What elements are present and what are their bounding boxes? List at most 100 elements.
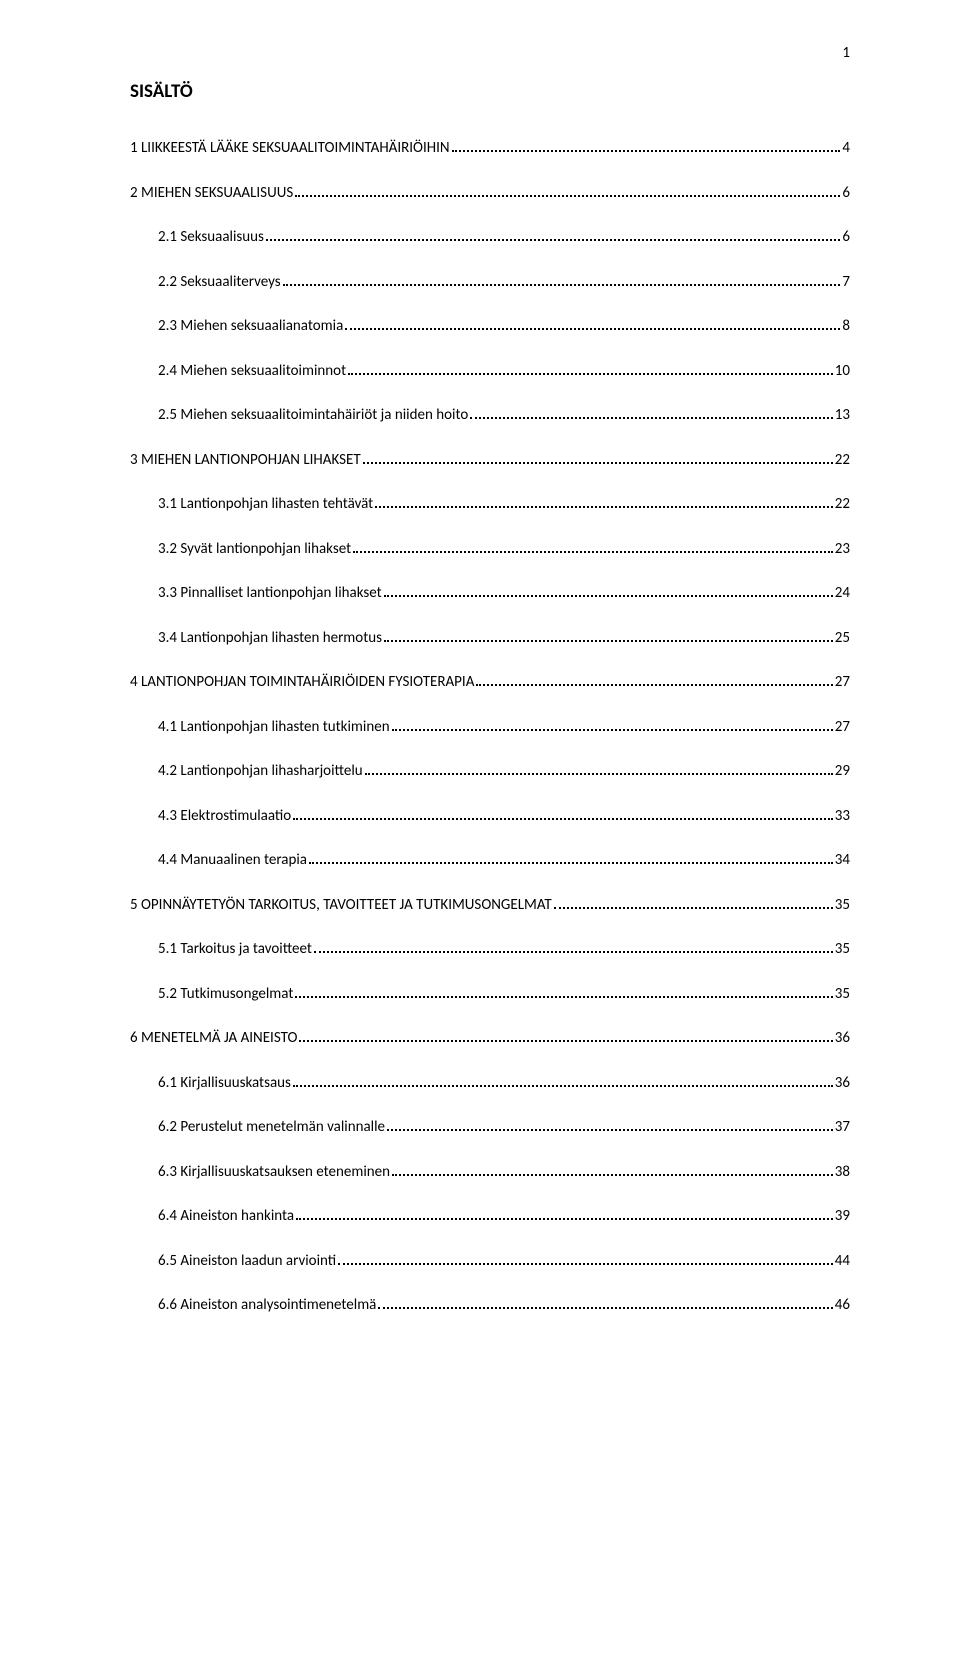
toc-leader-dots: [353, 551, 833, 553]
toc-entry-label: 6.5 Aineiston laadun arviointi: [158, 1252, 336, 1272]
toc-row: 6.5 Aineiston laadun arviointi 44: [158, 1252, 850, 1272]
toc-entry-page: 34: [835, 851, 850, 871]
toc-row: 6.3 Kirjallisuuskatsauksen eteneminen 38: [158, 1163, 850, 1183]
toc-leader-dots: [299, 1040, 832, 1042]
toc-leader-dots: [392, 729, 833, 731]
toc-entry-label: 5.1 Tarkoitus ja tavoitteet: [158, 940, 312, 960]
toc-entry-label: 3 MIEHEN LANTIONPOHJAN LIHAKSET: [130, 451, 361, 471]
doc-title: SISÄLTÖ: [130, 80, 850, 103]
toc-entry-label: 6.2 Perustelut menetelmän valinnalle: [158, 1118, 385, 1138]
toc-entry-page: 13: [835, 406, 850, 426]
toc-row: 3 MIEHEN LANTIONPOHJAN LIHAKSET 22: [130, 451, 850, 471]
toc-leader-dots: [476, 684, 832, 686]
toc-row: 3.3 Pinnalliset lantionpohjan lihakset 24: [158, 584, 850, 604]
toc-entry-label: 2.3 Miehen seksuaalianatomia: [158, 317, 343, 337]
toc-entry-page: 33: [835, 807, 850, 827]
table-of-contents: 1 LIIKKEESTÄ LÄÄKE SEKSUAALITOIMINTAHÄIR…: [130, 139, 850, 1316]
toc-leader-dots: [283, 284, 841, 286]
toc-row: 3.2 Syvät lantionpohjan lihakset 23: [158, 540, 850, 560]
toc-leader-dots: [345, 328, 840, 330]
toc-entry-label: 5 OPINNÄYTETYÖN TARKOITUS, TAVOITTEET JA…: [130, 896, 552, 916]
toc-entry-page: 44: [835, 1252, 850, 1272]
page-number: 1: [842, 44, 850, 62]
toc-entry-label: 5.2 Tutkimusongelmat: [158, 985, 293, 1005]
toc-leader-dots: [295, 996, 832, 998]
toc-leader-dots: [296, 1218, 833, 1220]
toc-entry-label: 4.1 Lantionpohjan lihasten tutkiminen: [158, 718, 390, 738]
toc-leader-dots: [293, 818, 833, 820]
toc-entry-page: 22: [835, 451, 850, 471]
toc-row: 2.1 Seksuaalisuus6: [158, 228, 850, 248]
toc-leader-dots: [314, 951, 833, 953]
toc-entry-page: 36: [835, 1029, 850, 1049]
toc-entry-page: 39: [835, 1207, 850, 1227]
toc-entry-label: 3.3 Pinnalliset lantionpohjan lihakset: [158, 584, 382, 604]
toc-entry-page: 35: [835, 940, 850, 960]
toc-leader-dots: [309, 862, 833, 864]
toc-entry-page: 46: [835, 1296, 850, 1316]
toc-leader-dots: [293, 1085, 833, 1087]
toc-row: 5.2 Tutkimusongelmat 35: [158, 985, 850, 1005]
toc-leader-dots: [266, 239, 840, 241]
toc-row: 6 MENETELMÄ JA AINEISTO 36: [130, 1029, 850, 1049]
toc-entry-page: 7: [842, 273, 850, 293]
toc-leader-dots: [384, 595, 833, 597]
toc-entry-page: 38: [835, 1163, 850, 1183]
toc-entry-page: 22: [835, 495, 850, 515]
toc-leader-dots: [348, 373, 833, 375]
toc-entry-page: 27: [835, 718, 850, 738]
toc-leader-dots: [363, 462, 833, 464]
toc-entry-label: 3.4 Lantionpohjan lihasten hermotus: [158, 629, 382, 649]
toc-row: 6.1 Kirjallisuuskatsaus 36: [158, 1074, 850, 1094]
toc-leader-dots: [375, 506, 833, 508]
toc-row: 2 MIEHEN SEKSUAALISUUS 6: [130, 184, 850, 204]
toc-row: 6.4 Aineiston hankinta 39: [158, 1207, 850, 1227]
toc-row: 6.2 Perustelut menetelmän valinnalle37: [158, 1118, 850, 1138]
toc-entry-label: 2.5 Miehen seksuaalitoimintahäiriöt ja n…: [158, 406, 468, 426]
toc-entry-page: 29: [835, 762, 850, 782]
toc-leader-dots: [452, 150, 841, 152]
toc-entry-label: 6.4 Aineiston hankinta: [158, 1207, 294, 1227]
toc-leader-dots: [470, 417, 833, 419]
toc-entry-label: 3.1 Lantionpohjan lihasten tehtävät: [158, 495, 373, 515]
toc-entry-label: 2.1 Seksuaalisuus: [158, 228, 264, 248]
toc-entry-page: 10: [835, 362, 850, 382]
toc-entry-label: 4.3 Elektrostimulaatio: [158, 807, 291, 827]
toc-entry-page: 36: [835, 1074, 850, 1094]
toc-row: 5.1 Tarkoitus ja tavoitteet 35: [158, 940, 850, 960]
toc-entry-label: 6.3 Kirjallisuuskatsauksen eteneminen: [158, 1163, 390, 1183]
toc-entry-page: 23: [835, 540, 850, 560]
toc-entry-page: 35: [835, 985, 850, 1005]
toc-entry-label: 6.1 Kirjallisuuskatsaus: [158, 1074, 291, 1094]
toc-row: 3.4 Lantionpohjan lihasten hermotus25: [158, 629, 850, 649]
toc-row: 6.6 Aineiston analysointimenetelmä 46: [158, 1296, 850, 1316]
toc-entry-label: 4.2 Lantionpohjan lihasharjoittelu: [158, 762, 363, 782]
toc-entry-page: 4: [842, 139, 850, 159]
toc-leader-dots: [384, 640, 833, 642]
toc-row: 4.4 Manuaalinen terapia 34: [158, 851, 850, 871]
toc-leader-dots: [378, 1307, 832, 1309]
toc-row: 4.1 Lantionpohjan lihasten tutkiminen 27: [158, 718, 850, 738]
toc-leader-dots: [295, 195, 840, 197]
toc-entry-page: 27: [835, 673, 850, 693]
toc-row: 3.1 Lantionpohjan lihasten tehtävät 22: [158, 495, 850, 515]
toc-row: 2.2 Seksuaaliterveys 7: [158, 273, 850, 293]
toc-entry-page: 6: [842, 184, 850, 204]
toc-entry-label: 2.2 Seksuaaliterveys: [158, 273, 281, 293]
toc-entry-label: 6.6 Aineiston analysointimenetelmä: [158, 1296, 376, 1316]
toc-row: 1 LIIKKEESTÄ LÄÄKE SEKSUAALITOIMINTAHÄIR…: [130, 139, 850, 159]
toc-row: 4.3 Elektrostimulaatio 33: [158, 807, 850, 827]
toc-entry-label: 2 MIEHEN SEKSUAALISUUS: [130, 184, 293, 204]
toc-leader-dots: [392, 1174, 833, 1176]
toc-entry-label: 4.4 Manuaalinen terapia: [158, 851, 307, 871]
toc-leader-dots: [554, 907, 833, 909]
toc-leader-dots: [338, 1263, 833, 1265]
toc-leader-dots: [387, 1129, 833, 1131]
toc-entry-page: 24: [835, 584, 850, 604]
toc-row: 5 OPINNÄYTETYÖN TARKOITUS, TAVOITTEET JA…: [130, 896, 850, 916]
toc-entry-label: 3.2 Syvät lantionpohjan lihakset: [158, 540, 351, 560]
toc-row: 4.2 Lantionpohjan lihasharjoittelu 29: [158, 762, 850, 782]
toc-entry-label: 6 MENETELMÄ JA AINEISTO: [130, 1029, 297, 1049]
toc-entry-page: 8: [842, 317, 850, 337]
toc-entry-label: 1 LIIKKEESTÄ LÄÄKE SEKSUAALITOIMINTAHÄIR…: [130, 139, 450, 159]
